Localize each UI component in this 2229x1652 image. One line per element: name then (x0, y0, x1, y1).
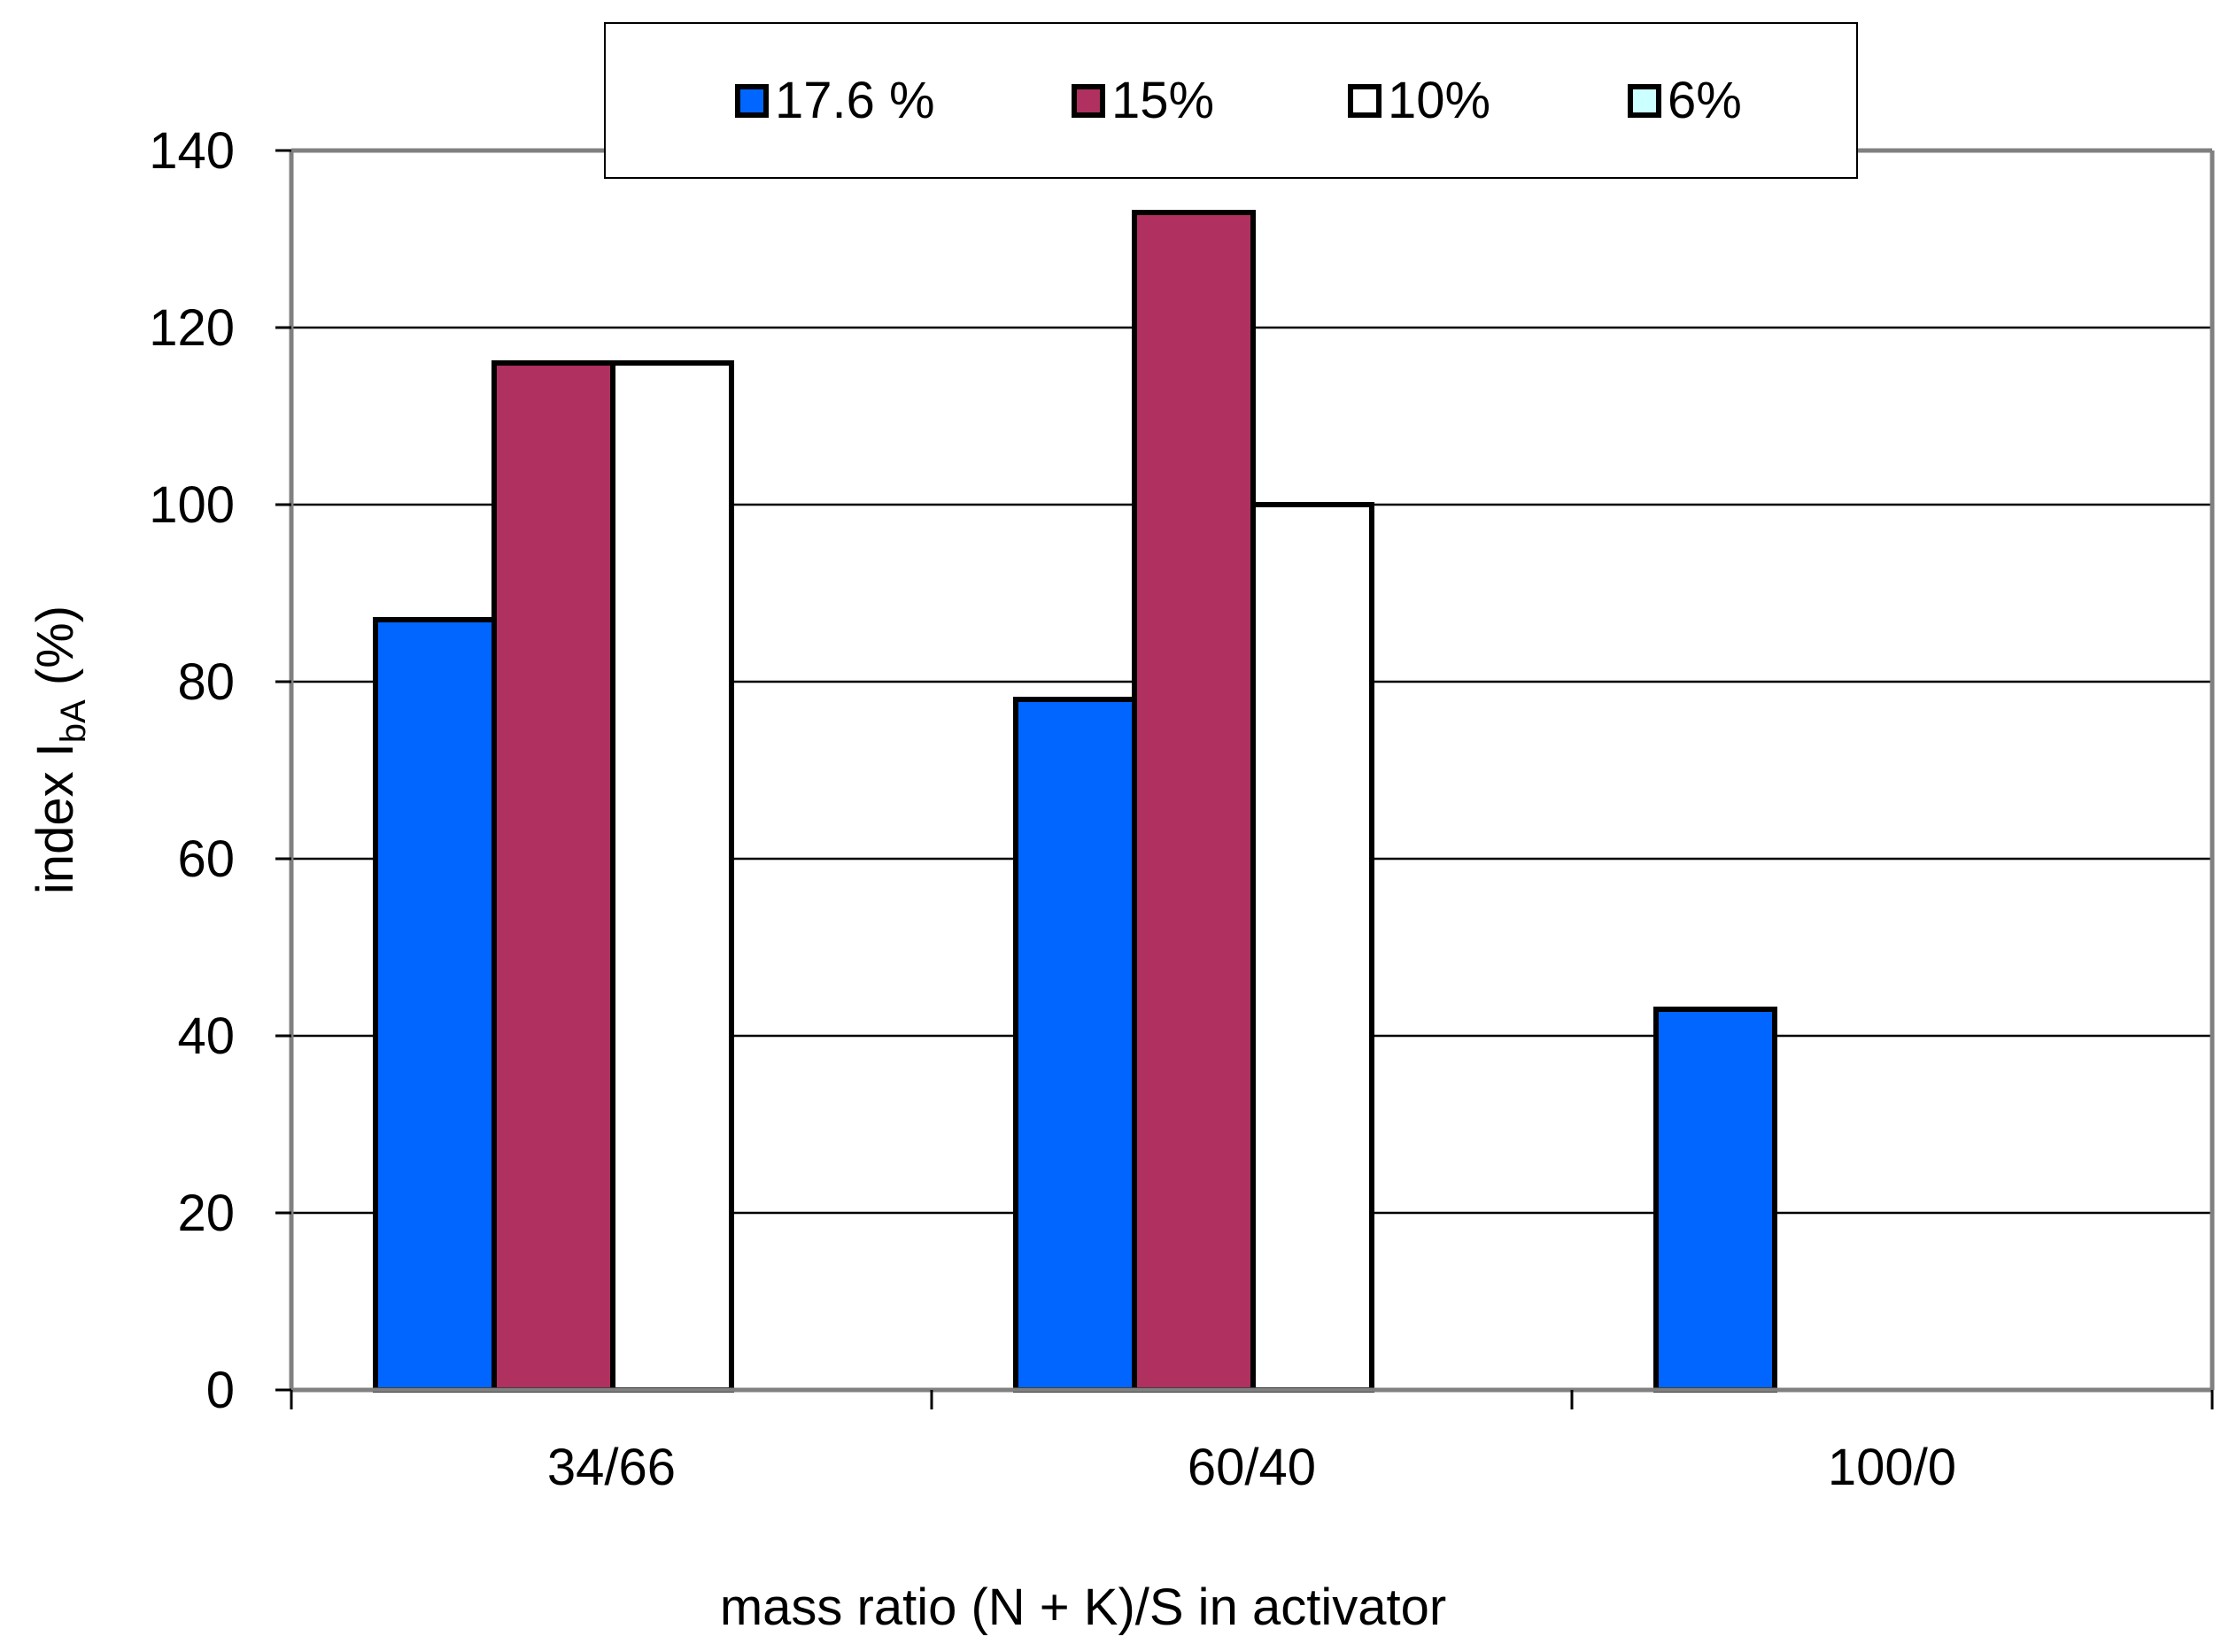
y-tick-label: 40 (177, 1007, 235, 1065)
legend-label: 10% (1388, 72, 1490, 129)
y-tick-label: 120 (149, 299, 235, 357)
bar-10-34-66 (610, 360, 734, 1393)
x-tick-labels: 34/66 60/40 100/0 (547, 1439, 1956, 1496)
y-axis-title-main: index I (27, 743, 84, 894)
x-axis-title: mass ratio (N + K)/S in activator (720, 1579, 1446, 1636)
legend-items: 17.6 % 15% 10% 6% (735, 72, 1742, 129)
bar-17-6-60-40 (1013, 697, 1137, 1393)
legend-swatch (1348, 84, 1382, 118)
legend-swatch (1628, 84, 1661, 118)
y-tick-label: 0 (206, 1362, 235, 1419)
bars (373, 210, 1777, 1393)
legend-swatch (1072, 84, 1105, 118)
bar-15-60-40 (1132, 210, 1256, 1393)
bar-17-6-34-66 (373, 617, 497, 1393)
bar-17-6-100-0 (1653, 1007, 1777, 1393)
legend-label: 6% (1668, 72, 1742, 129)
y-axis-title-suffix: (%) (27, 606, 84, 699)
y-tick-label: 140 (149, 122, 235, 180)
legend-label: 17.6 % (775, 72, 935, 129)
y-tick-label: 80 (177, 653, 235, 711)
x-tick-label: 60/40 (1188, 1439, 1316, 1496)
bar-15-34-66 (491, 360, 615, 1393)
y-tick-labels: 0 20 40 60 80 100 120 140 (149, 122, 235, 1419)
y-tick-label: 100 (149, 476, 235, 534)
y-axis-title-subscript: bA (54, 699, 93, 743)
x-tick-label: 34/66 (547, 1439, 676, 1496)
bar-10-60-40 (1250, 502, 1374, 1393)
x-tick-label: 100/0 (1828, 1439, 1956, 1496)
legend-swatch (735, 84, 769, 118)
y-tick-label: 20 (177, 1185, 235, 1242)
y-axis-title: index IbA (%) (27, 606, 93, 894)
y-tick-label: 60 (177, 830, 235, 888)
legend: 17.6 % 15% 10% 6% (604, 22, 1858, 179)
legend-label: 15% (1111, 72, 1214, 129)
